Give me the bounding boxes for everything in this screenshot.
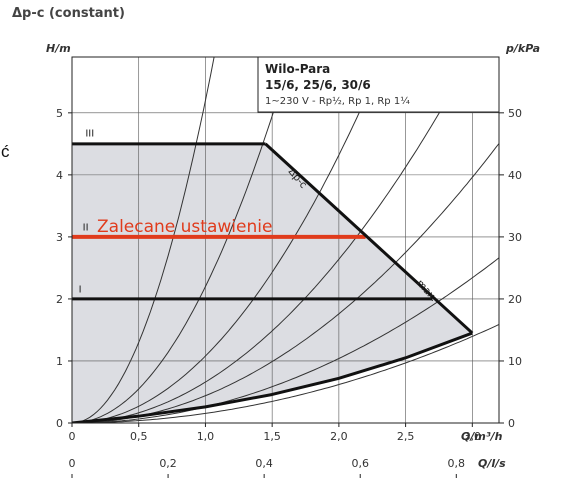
series-line <box>72 331 473 423</box>
side-text-fragment: ć <box>1 142 10 161</box>
info-box: Wilo-Para 15/6, 25/6, 30/6 1~230 V - Rp½… <box>257 56 500 113</box>
y-left-tick-label: 5 <box>56 107 63 120</box>
system-curve <box>72 57 472 423</box>
info-box-spec: 1~230 V - Rp½, Rp 1, Rp 1¼ <box>265 95 410 107</box>
y-right-tick-label: 20 <box>508 293 522 306</box>
y-right-tick-label: 10 <box>508 355 522 368</box>
x-tick-label: 1,5 <box>263 430 281 443</box>
y-right-tick-label: 50 <box>508 107 522 120</box>
y-left-tick-label: 4 <box>56 169 63 182</box>
x-tick-label: 2,0 <box>330 430 348 443</box>
series-line <box>264 142 474 335</box>
y-right-tick-label: 30 <box>508 231 522 244</box>
y-left-tick-label: 0 <box>56 417 63 430</box>
recommended-setting-label: Zalecane ustawienie <box>97 217 272 237</box>
y-axis-right-label: p/kPa <box>505 42 540 55</box>
system-curve <box>72 57 215 423</box>
curve-annotation: II <box>83 223 89 234</box>
system-curve <box>72 57 292 423</box>
y-axis-left-label: H/m <box>46 42 71 55</box>
y-right-tick-label: 40 <box>508 169 522 182</box>
system-curve <box>72 324 499 423</box>
x-axis-label: Q/m³/h <box>461 430 503 443</box>
x-secondary-tick-label: 0,4 <box>255 457 273 470</box>
x-tick-label: 1,0 <box>197 430 215 443</box>
y-left-tick-label: 2 <box>56 293 63 306</box>
y-left-tick-label: 3 <box>56 231 63 244</box>
y-right-tick-label: 0 <box>508 417 515 430</box>
x-secondary-tick-label: 0,8 <box>448 457 466 470</box>
curve-annotation: I <box>79 285 82 296</box>
x-tick-label: 3,0 <box>464 430 482 443</box>
info-box-model: Wilo-Para <box>265 62 330 76</box>
x-tick-label: 0,5 <box>130 430 148 443</box>
page-title: Δp-c (constant) <box>12 6 125 21</box>
system-curve <box>72 57 385 423</box>
x-tick-label: 2,5 <box>397 430 415 443</box>
system-curve <box>72 257 499 423</box>
x-axis-secondary-label: Q/l/s <box>478 457 506 470</box>
curve-annotation: III <box>85 128 94 139</box>
x-secondary-tick-label: 0,6 <box>351 457 369 470</box>
info-box-sizes: 15/6, 25/6, 30/6 <box>265 78 371 92</box>
x-secondary-tick-label: 0,2 <box>159 457 177 470</box>
x-tick-label: 0 <box>69 430 76 443</box>
y-left-tick-label: 1 <box>56 355 63 368</box>
x-secondary-tick-label: 0 <box>69 457 76 470</box>
